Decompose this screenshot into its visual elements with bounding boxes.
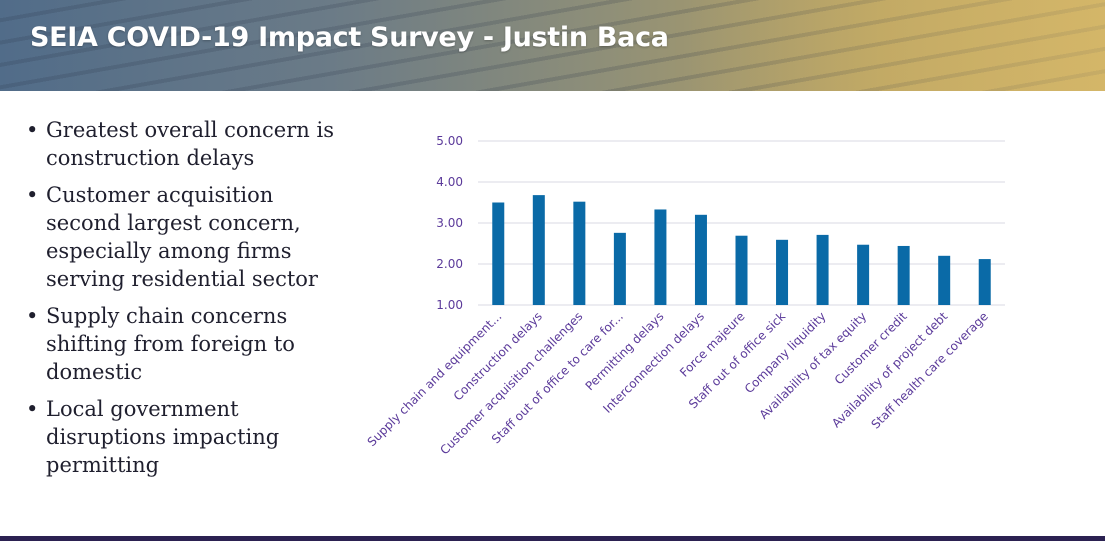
y-tick-label: 1.00 — [436, 298, 463, 312]
bar — [816, 234, 829, 305]
bar — [897, 245, 910, 305]
bar — [654, 209, 667, 305]
bar — [735, 235, 748, 305]
bullet-dot: • — [26, 304, 39, 328]
bullet-item: • Customer acquisition second largest con… — [24, 181, 354, 293]
bar — [857, 244, 870, 305]
bar — [532, 195, 545, 305]
bar — [978, 259, 991, 305]
x-tick-label: Customer credit — [832, 309, 910, 387]
bullet-text: Customer acquisition second largest conc… — [46, 183, 318, 291]
header-banner: SEIA COVID-19 Impact Survey - Justin Bac… — [0, 0, 1105, 91]
bar — [694, 214, 707, 305]
y-tick-label: 2.00 — [436, 257, 463, 271]
bullet-text: Greatest overall concern is construction… — [46, 118, 334, 170]
sunlight-overlay — [685, 0, 1105, 91]
bullet-dot: • — [26, 397, 39, 421]
x-tick-label: Customer acquisition challenges — [437, 309, 585, 457]
concern-bar-chart: 1.00 2.00 3.00 4.00 5.00 Supply chain and equ… — [360, 120, 1060, 480]
bar — [776, 239, 789, 305]
bullet-dot: • — [26, 183, 39, 207]
y-tick-label: 4.00 — [436, 175, 463, 189]
bullet-item: • Greatest overall concern is constructio… — [24, 116, 354, 172]
bullet-item: • Supply chain concerns shifting from for… — [24, 302, 354, 386]
bar — [492, 202, 505, 305]
y-tick-label: 3.00 — [436, 216, 463, 230]
bar — [613, 232, 626, 305]
footer-bar — [0, 536, 1105, 541]
bullet-dot: • — [26, 118, 39, 142]
bar — [938, 255, 951, 305]
bar — [573, 201, 586, 305]
page-title: SEIA COVID-19 Impact Survey - Justin Bac… — [30, 22, 669, 53]
y-tick-label: 5.00 — [436, 134, 463, 148]
bullet-item: • Local government disruptions impacting … — [24, 395, 354, 479]
bullet-list: • Greatest overall concern is constructio… — [24, 116, 354, 488]
bullet-text: Supply chain concerns shifting from fore… — [46, 304, 295, 384]
bullet-text: Local government disruptions impacting p… — [46, 397, 280, 477]
